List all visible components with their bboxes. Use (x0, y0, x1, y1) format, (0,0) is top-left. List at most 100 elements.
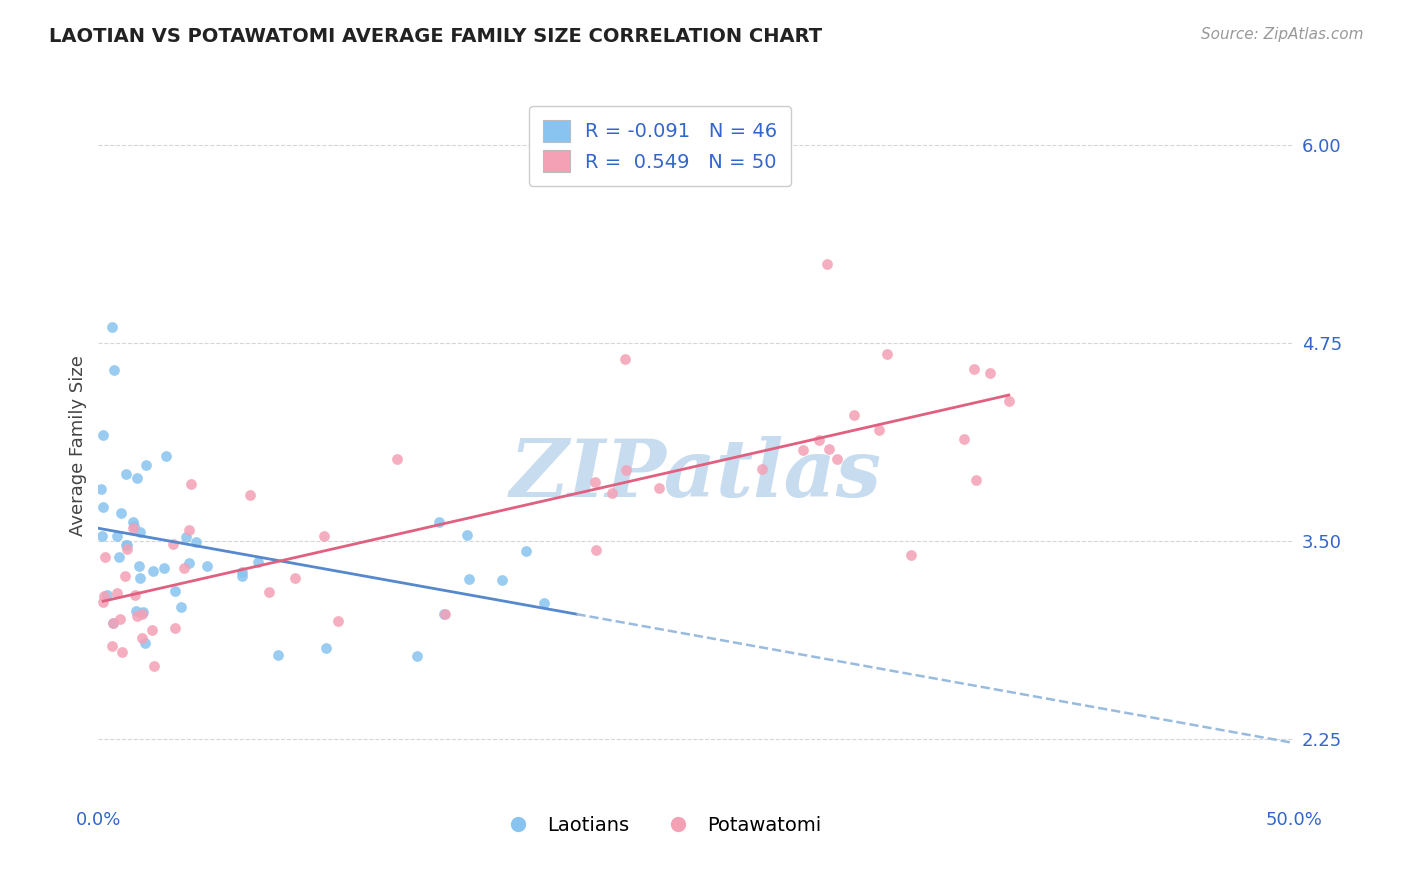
Point (141, 624, 163, 638)
Point (184, 535, 207, 549)
Point (315, 640, 337, 655)
Point (107, 549, 129, 564)
Point (165, 621, 187, 635)
Point (115, 542, 138, 557)
Point (125, 604, 148, 618)
Point (180, 476, 202, 491)
Point (125, 609, 148, 624)
Point (979, 366, 1001, 380)
Point (153, 561, 176, 575)
Point (614, 351, 637, 366)
Point (94, 550, 117, 565)
Point (101, 320, 124, 334)
Point (131, 607, 153, 621)
Point (114, 569, 136, 583)
Point (124, 588, 146, 602)
Point (177, 523, 200, 537)
Point (170, 599, 193, 614)
Point (614, 463, 637, 477)
Point (427, 515, 450, 529)
Point (105, 586, 128, 600)
Point (91, 428, 114, 442)
Point (515, 543, 537, 558)
Point (134, 636, 156, 650)
Point (155, 449, 177, 463)
Point (177, 556, 200, 570)
Point (239, 488, 262, 502)
Point (433, 607, 456, 622)
Point (114, 467, 136, 482)
Point (111, 645, 134, 659)
Point (135, 458, 157, 473)
Point (247, 555, 270, 569)
Point (91, 529, 114, 543)
Point (162, 536, 184, 550)
Point (124, 518, 146, 533)
Point (128, 571, 150, 585)
Point (328, 614, 350, 628)
Point (101, 616, 124, 631)
Point (842, 408, 865, 422)
Point (876, 347, 898, 361)
Point (101, 615, 124, 630)
Point (173, 561, 195, 575)
Point (93, 589, 115, 603)
Point (121, 521, 143, 535)
Point (131, 605, 153, 619)
Point (165, 584, 187, 599)
Point (997, 393, 1019, 408)
Point (115, 538, 138, 552)
Point (583, 475, 606, 489)
Point (101, 639, 124, 653)
Point (91, 500, 114, 514)
Point (128, 558, 150, 573)
Point (868, 424, 890, 438)
Point (90, 482, 112, 496)
Text: LAOTIAN VS POTAWATOMI AVERAGE FAMILY SIZE CORRELATION CHART: LAOTIAN VS POTAWATOMI AVERAGE FAMILY SIZ… (49, 27, 823, 45)
Point (96, 588, 118, 602)
Point (195, 558, 218, 573)
Point (284, 571, 307, 585)
Point (456, 528, 478, 542)
Point (963, 362, 986, 376)
Point (143, 659, 166, 673)
Point (434, 607, 457, 621)
Point (585, 543, 607, 558)
Point (257, 585, 280, 599)
Point (174, 530, 197, 544)
Point (792, 442, 814, 457)
Point (458, 572, 481, 586)
Point (818, 442, 841, 456)
Text: Source: ZipAtlas.com: Source: ZipAtlas.com (1201, 27, 1364, 42)
Point (127, 471, 149, 485)
Point (965, 473, 987, 487)
Point (122, 515, 145, 529)
Point (110, 612, 132, 626)
Point (491, 574, 513, 588)
Point (129, 524, 152, 539)
Point (110, 506, 132, 520)
Point (314, 529, 336, 543)
Text: ZIPatlas: ZIPatlas (510, 436, 882, 513)
Point (91, 594, 114, 608)
Point (533, 596, 555, 610)
Point (131, 631, 153, 645)
Point (600, 485, 623, 500)
Point (900, 548, 922, 562)
Point (231, 566, 253, 580)
Legend: Laotians, Potawatomi: Laotians, Potawatomi (491, 808, 830, 843)
Point (105, 529, 128, 543)
Point (266, 648, 288, 663)
Point (385, 452, 408, 467)
Point (808, 433, 831, 447)
Point (648, 481, 671, 495)
Point (827, 452, 849, 467)
Point (815, 257, 838, 271)
Y-axis label: Average Family Size: Average Family Size (69, 356, 87, 536)
Point (115, 538, 138, 552)
Point (231, 569, 253, 583)
Point (952, 432, 974, 446)
Point (405, 649, 427, 664)
Point (103, 363, 125, 377)
Point (751, 462, 773, 476)
